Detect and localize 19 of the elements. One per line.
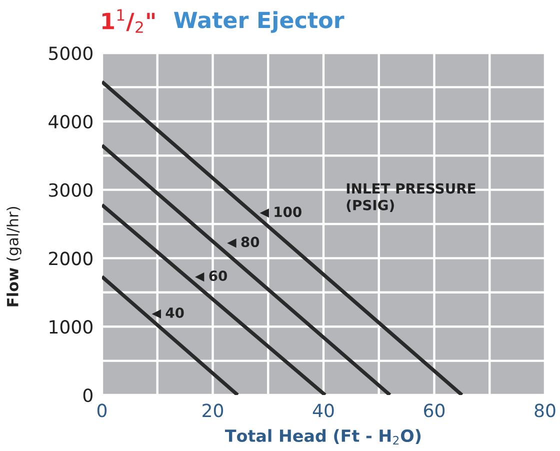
annotation: 80 <box>241 236 260 248</box>
x-tick-label: 20 <box>202 404 224 418</box>
y-tick-label: 5000 <box>49 46 92 60</box>
x-tick-label: 60 <box>424 404 445 418</box>
chart-title: 1$^{1}$/$_{2}$" Water Ejector <box>102 9 344 33</box>
y-axis-title: Flow (gal/hr) <box>6 206 22 306</box>
y-tick-label: 2000 <box>49 252 92 266</box>
x-tick-label: 40 <box>312 404 334 418</box>
x-axis-title: Total Head (Ft - H$_{2}$O) <box>224 429 421 445</box>
x-tick-label: 0 <box>97 404 107 418</box>
x-tick-label: 80 <box>534 404 556 418</box>
annotation: 100 <box>274 206 302 218</box>
annotation: 40 <box>166 307 184 318</box>
y-tick-label: 1000 <box>50 320 92 334</box>
y-tick-label: 3000 <box>49 183 92 197</box>
annotation: INLET PRESSURE (PSIG) <box>346 183 476 212</box>
y-tick-label: 0 <box>83 388 92 402</box>
annotation: 60 <box>209 270 228 282</box>
y-tick-label: 4000 <box>48 114 92 129</box>
